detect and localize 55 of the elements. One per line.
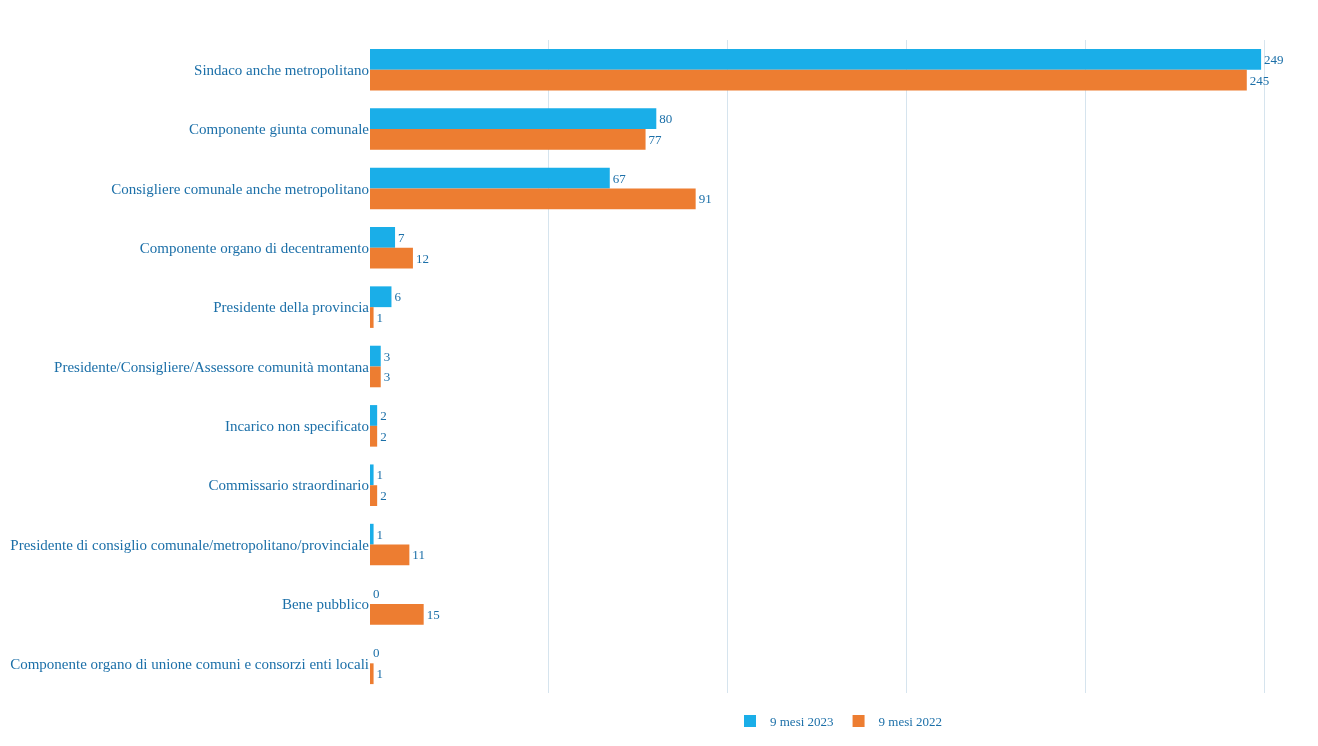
bar xyxy=(370,366,381,388)
bar xyxy=(370,523,374,545)
y-tick-label: Presidente di consiglio comunale/metropolitano/provinciale xyxy=(10,536,370,553)
bar xyxy=(370,129,646,150)
y-tick-label: Commissario straordinario xyxy=(208,477,369,494)
bar xyxy=(370,603,424,625)
bar xyxy=(370,48,1262,70)
y-tick-label: Bene pubblico xyxy=(281,596,369,613)
y-tick-label: Presidente/Consigliere/Assessore comunità montana xyxy=(54,358,370,375)
bar xyxy=(370,405,378,426)
data-label: 1 xyxy=(376,467,384,483)
data-label: 11 xyxy=(412,547,425,563)
y-tick-label: Presidente della provincia xyxy=(213,299,370,316)
data-label: 12 xyxy=(415,250,429,266)
data-label: 245 xyxy=(1249,72,1270,88)
data-label: 80 xyxy=(659,111,673,127)
data-label: 2 xyxy=(380,488,387,504)
data-label: 7 xyxy=(398,229,406,245)
bar xyxy=(370,544,410,566)
data-label: 77 xyxy=(648,131,663,147)
data-label: 3 xyxy=(383,348,391,364)
bar xyxy=(370,69,1247,91)
bar xyxy=(370,663,374,685)
data-label: 91 xyxy=(698,191,712,207)
y-tick-label: Incarico non specificato xyxy=(224,418,369,435)
bar xyxy=(370,188,696,210)
bar xyxy=(370,345,381,367)
legend-label: 9 mesi 2023 xyxy=(770,714,834,730)
bar xyxy=(370,425,378,447)
y-tick-label: Consigliere comunale anche metropolitano xyxy=(111,180,369,197)
bar xyxy=(370,485,378,506)
bar xyxy=(370,307,374,328)
data-label: 0 xyxy=(373,645,380,661)
data-label: 67 xyxy=(612,170,627,186)
data-label: 3 xyxy=(383,369,391,385)
y-tick-label: Componente giunta comunale xyxy=(189,121,370,138)
y-tick-label: Sindaco anche metropolitano xyxy=(194,61,369,78)
data-label: 2 xyxy=(380,407,387,423)
data-label: 2 xyxy=(380,428,387,444)
bar xyxy=(370,227,396,248)
y-tick-label: Componente organo di decentramento xyxy=(139,240,369,257)
data-label: 249 xyxy=(1264,51,1284,67)
bar xyxy=(370,286,392,308)
legend-label: 9 mesi 2022 xyxy=(878,714,943,730)
data-label: 0 xyxy=(373,586,380,602)
bar xyxy=(370,108,657,130)
bar xyxy=(370,247,413,269)
data-label: 1 xyxy=(376,666,384,682)
bar xyxy=(370,167,610,189)
data-label: 15 xyxy=(426,606,440,622)
data-label: 1 xyxy=(376,310,384,326)
y-tick-label: Componente organo di unione comuni e consorzi enti locali xyxy=(10,655,369,672)
data-label: 6 xyxy=(394,289,402,305)
data-label: 1 xyxy=(376,526,384,542)
bar xyxy=(370,464,374,486)
